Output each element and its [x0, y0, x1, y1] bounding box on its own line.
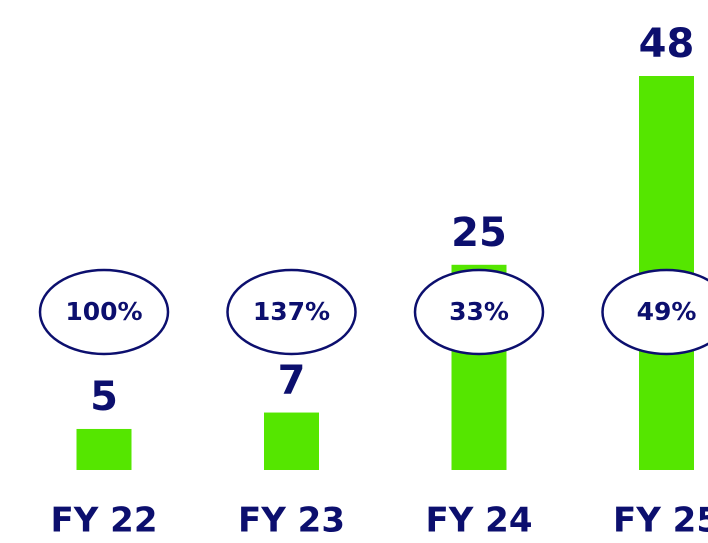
x-tick-label: FY 23: [238, 501, 345, 541]
value-label: 7: [278, 358, 306, 404]
growth-bubble: [601, 268, 708, 356]
growth-label: 137%: [253, 297, 330, 326]
value-label: 48: [639, 21, 695, 67]
x-tick-label: FY 22: [51, 501, 158, 541]
x-tick-label: FY 25: [613, 501, 708, 541]
value-label: 5: [90, 374, 118, 420]
bar: [76, 428, 132, 470]
growth-bubble: [413, 268, 545, 356]
growth-label: 49%: [637, 297, 697, 326]
growth-label: 100%: [65, 297, 142, 326]
value-label: 25: [451, 210, 507, 256]
x-tick-label: FY 24: [426, 501, 533, 541]
growth-label: 33%: [449, 297, 509, 326]
growth-bubble: [38, 268, 170, 356]
growth-bubble: [226, 268, 357, 356]
bar: [264, 412, 319, 470]
